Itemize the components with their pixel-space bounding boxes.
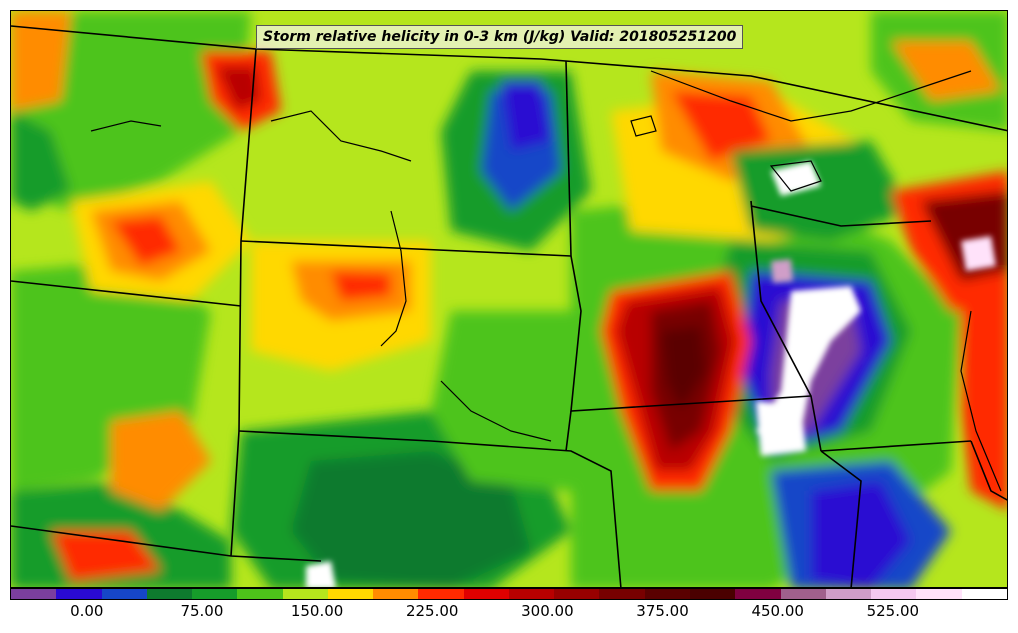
colorbar-tick-label: 450.00 bbox=[751, 602, 804, 620]
colorbar-segment bbox=[554, 589, 600, 599]
colorbar-segment bbox=[780, 589, 826, 599]
colorbar-tick-label: 375.00 bbox=[636, 602, 689, 620]
colorbar-segment bbox=[735, 589, 781, 599]
colorbar-segment bbox=[825, 589, 872, 599]
colorbar-tick-labels: 0.00 75.00 150.00 225.00 300.00 375.00 450.00 5… bbox=[10, 602, 1008, 626]
colorbar bbox=[10, 588, 1008, 600]
colorbar-segment bbox=[146, 589, 193, 599]
colorbar-segment bbox=[11, 589, 57, 599]
colorbar-segment bbox=[508, 589, 555, 599]
colorbar-segment bbox=[373, 589, 419, 599]
colorbar-segment bbox=[871, 589, 917, 599]
map-panel: Storm relative helicity in 0-3 km (J/kg)… bbox=[10, 10, 1008, 588]
colorbar-segment bbox=[192, 589, 238, 599]
colorbar-tick-label: 150.00 bbox=[290, 602, 344, 620]
colorbar-segment bbox=[689, 589, 736, 599]
colorbar-segment bbox=[101, 589, 147, 599]
colorbar-segment bbox=[327, 589, 374, 599]
colorbar-segment bbox=[56, 589, 102, 599]
colorbar-tick-label: 300.00 bbox=[521, 602, 574, 620]
high-value-areas bbox=[306, 161, 996, 587]
helicity-field-map bbox=[11, 11, 1007, 587]
colorbar-segment bbox=[916, 589, 962, 599]
colorbar-tick-label: 75.00 bbox=[180, 602, 224, 620]
state-boundaries bbox=[11, 25, 1007, 587]
colorbar-segment bbox=[644, 589, 690, 599]
colorbar-segment bbox=[282, 589, 328, 599]
colorbar-segment bbox=[961, 589, 1007, 599]
colorbar-tick-label: 0.00 bbox=[70, 602, 104, 620]
colorbar-segment bbox=[237, 589, 283, 599]
colorbar-tick-label: 225.00 bbox=[405, 602, 459, 620]
colorbar-segment bbox=[418, 589, 464, 599]
colorbar-segment bbox=[463, 589, 509, 599]
map-title: Storm relative helicity in 0-3 km (J/kg)… bbox=[256, 25, 744, 49]
rivers-and-lakes bbox=[90, 70, 1002, 492]
colorbar-tick-label: 525.00 bbox=[866, 602, 920, 620]
colorbar-segment bbox=[599, 589, 645, 599]
